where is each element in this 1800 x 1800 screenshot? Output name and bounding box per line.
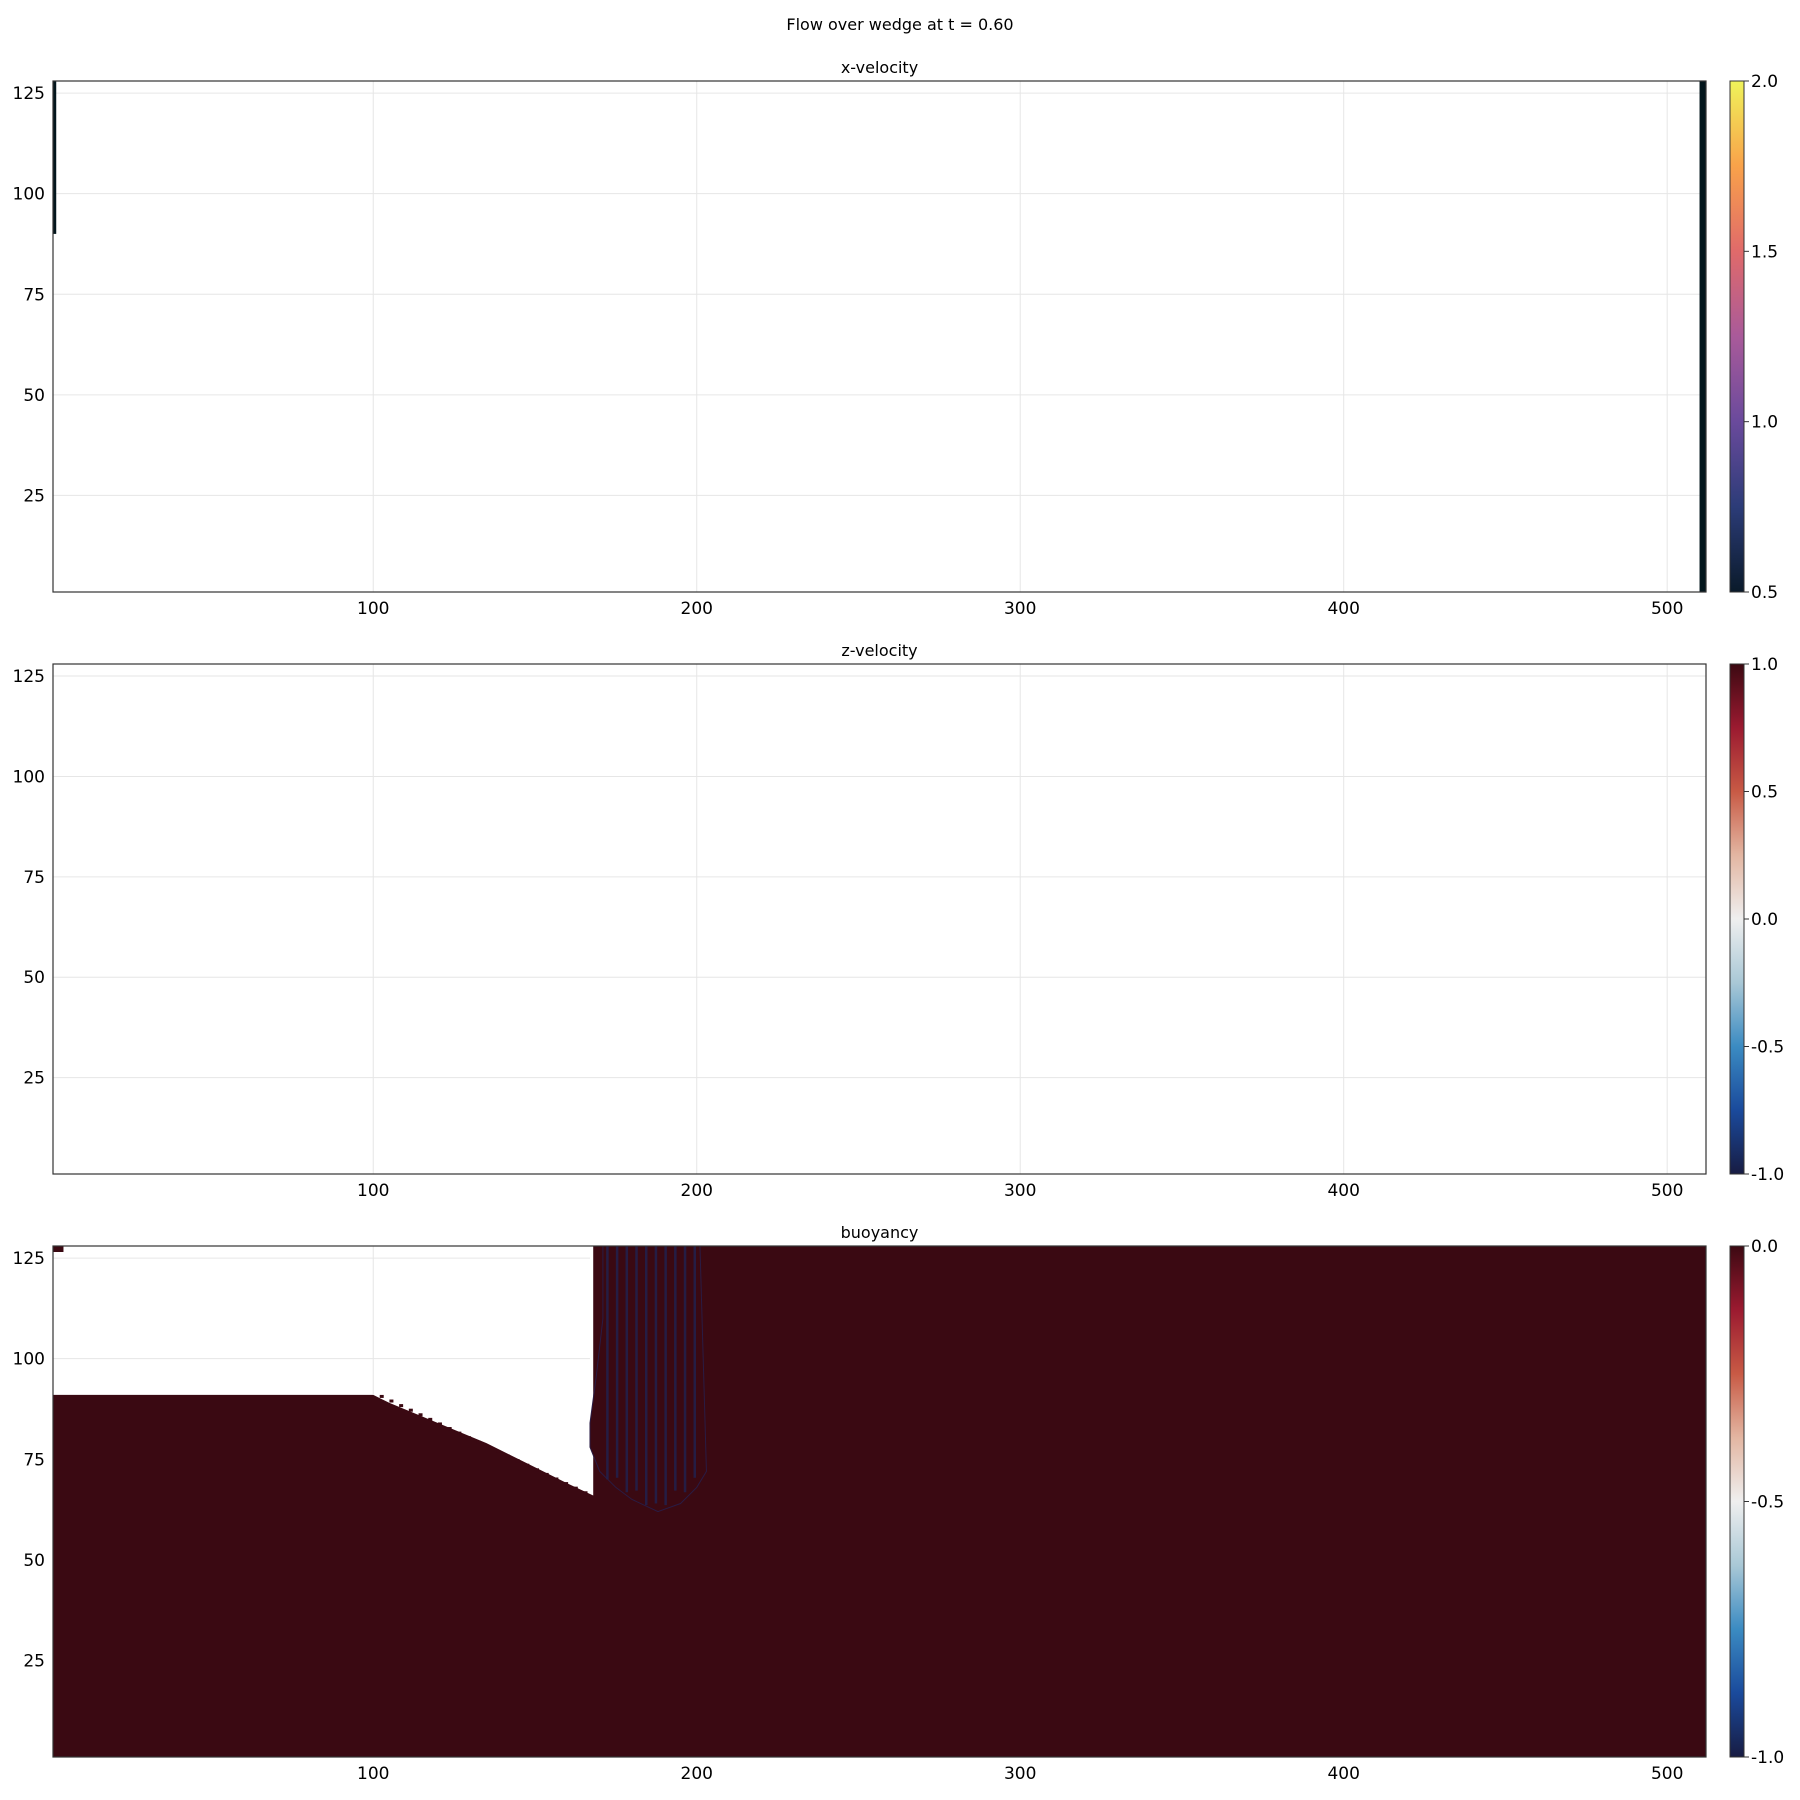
x-tick-label: 400 [1327,1181,1359,1201]
x-tick-label: 100 [357,599,389,619]
plot-area [53,664,1706,1174]
plot-area [53,81,1706,592]
axis-frame [52,1245,1707,1758]
y-tick-label: 125 [13,667,45,687]
panel-title-x-velocity: x-velocity [841,58,918,77]
wedge-step [544,1472,549,1476]
y-tick-label: 25 [23,1651,45,1671]
plume-stripe [615,1246,619,1478]
x-tick-label: 300 [1004,1181,1036,1201]
colorbar-tick-label: 0.0 [1751,1237,1778,1257]
colorbar-tick-label: -0.5 [1751,1493,1784,1513]
boundary-column [53,81,57,234]
x-tick-label: 200 [681,599,713,619]
y-tick-label: 100 [13,767,45,787]
wedge-step [418,1413,423,1417]
plume-stripe [625,1246,629,1493]
boundary-column [1699,81,1706,592]
y-tick-label: 25 [23,486,45,506]
wedge-step [496,1449,501,1453]
panel-title-z-velocity: z-velocity [841,641,917,660]
wedge-step [437,1422,442,1426]
colorbar [1729,663,1745,1175]
colorbar-tick-label: -1.0 [1751,1165,1784,1185]
wedge-step [467,1436,472,1440]
colorbar [1729,80,1745,593]
wedge-step [554,1477,559,1481]
colorbar-tick-label: 0.5 [1751,783,1778,803]
wedge-step [534,1468,539,1472]
plume-stripe [644,1246,648,1506]
plume-stripe [683,1246,687,1493]
plume-stripe [674,1246,677,1491]
x-tick-label: 300 [1004,1764,1036,1784]
plume-stripe [606,1246,609,1480]
wedge-step [476,1440,481,1444]
colorbar [1729,1245,1745,1758]
y-tick-label: 125 [13,1249,45,1269]
colorbar-tick-label: 1.0 [1751,413,1778,433]
y-tick-label: 75 [23,1450,45,1470]
plume-stripe [635,1246,638,1491]
y-tick-label: 50 [23,386,45,406]
wedge-clear-region [53,1246,594,1496]
plume [589,1246,707,1513]
wedge-step [399,1404,404,1408]
panel-title-buoyancy: buoyancy [841,1223,919,1242]
colorbar-tick-label: 1.5 [1751,242,1778,262]
x-tick-label: 100 [357,1764,389,1784]
y-tick-label: 50 [23,1551,45,1571]
corner-mark [53,1246,64,1252]
axis-frame [52,663,1707,1175]
wedge-step [389,1399,394,1403]
figure-title: Flow over wedge at t = 0.60 [786,15,1013,34]
wedge-step [408,1408,413,1412]
wedge-step [573,1486,578,1490]
x-tick-label: 300 [1004,599,1036,619]
wedge-step [457,1431,462,1435]
x-tick-label: 400 [1327,599,1359,619]
colorbar-tick-label: 2.0 [1751,72,1778,92]
wedge-step [564,1482,569,1486]
y-tick-label: 25 [23,1069,45,1089]
y-tick-label: 100 [13,185,45,205]
wedge-step [515,1459,520,1463]
colorbar-tick-label: 0.5 [1751,583,1778,603]
wedge-step [447,1427,452,1431]
y-tick-label: 100 [13,1350,45,1370]
colorbar-tick-label: -0.5 [1751,1038,1784,1058]
x-tick-label: 100 [357,1181,389,1201]
wedge-step [583,1491,588,1495]
plume-stripe [664,1246,667,1506]
colorbar-tick-label: 0.0 [1751,910,1778,930]
wedge-step [505,1454,510,1458]
x-tick-label: 500 [1651,599,1683,619]
wedge-step [379,1394,384,1398]
x-tick-label: 400 [1327,1764,1359,1784]
x-tick-label: 200 [681,1181,713,1201]
plot-background [53,664,1706,1174]
panel-z-velocity: z-velocity 100 200 300 400 500 25 50 75 100 125 -1… [13,641,1785,1201]
y-tick-label: 75 [23,285,45,305]
colorbar-tick-label: 1.0 [1751,655,1778,675]
plume-stripe [693,1246,696,1478]
panel-x-velocity: x-velocity 100 200 300 400 500 25 50 75 100 125 0.… [13,58,1779,619]
colorbar-tick-label: -1.0 [1751,1748,1784,1768]
wedge-step [525,1463,530,1467]
x-tick-label: 500 [1651,1764,1683,1784]
plume-stripe [654,1246,658,1504]
y-tick-label: 50 [23,968,45,988]
plot-area [53,1246,1706,1757]
x-tick-label: 500 [1651,1181,1683,1201]
axis-frame [52,80,1707,593]
plot-background [53,81,1706,592]
panel-buoyancy: buoyancy 100 200 300 400 500 25 50 75 100 125 -1.0… [13,1223,1785,1784]
wedge-step [428,1417,433,1421]
x-tick-label: 200 [681,1764,713,1784]
y-tick-label: 75 [23,868,45,888]
wedge-step [486,1445,491,1449]
y-tick-label: 125 [13,84,45,104]
